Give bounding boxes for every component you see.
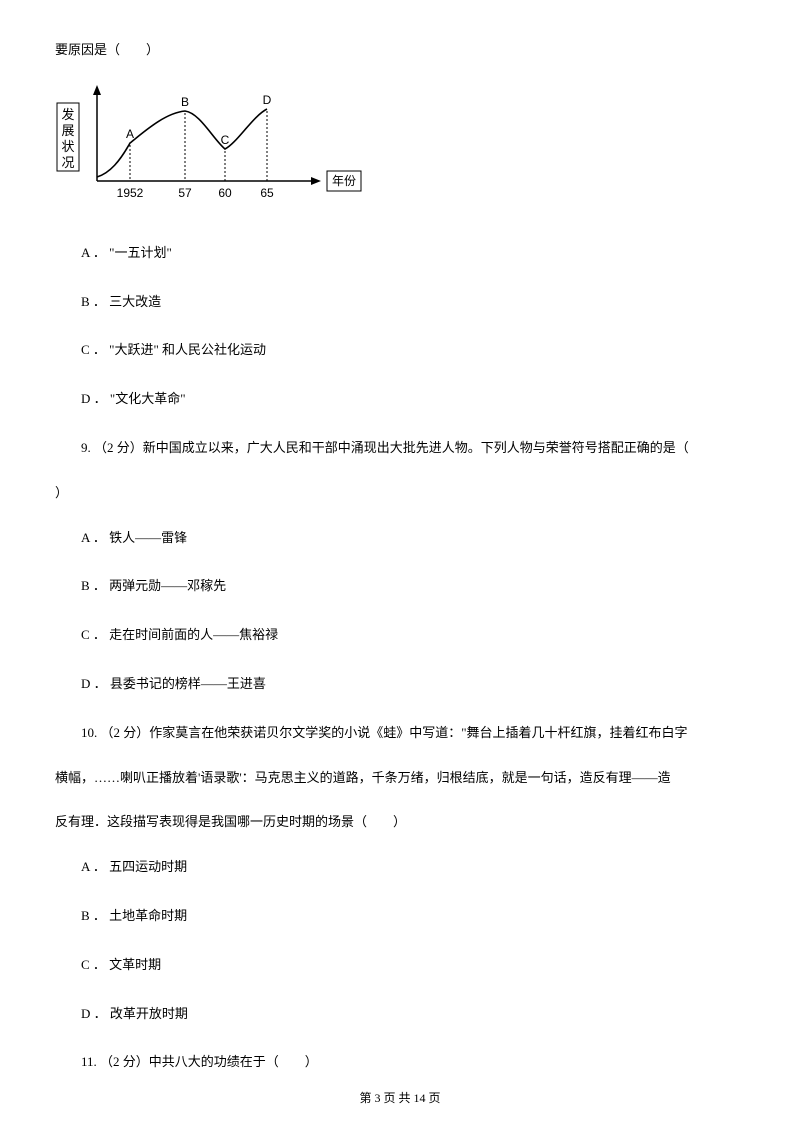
svg-text:状: 状 <box>61 139 74 154</box>
q11-stem: 11. （2 分）中共八大的功绩在于（ ） <box>55 1052 745 1073</box>
chart-container: 发展状况 A B C D 1952 57 60 65 年份 <box>55 81 745 221</box>
line-chart: 发展状况 A B C D 1952 57 60 65 年份 <box>55 81 365 221</box>
q9-option-b: B ． 两弹元勋——邓稼先 <box>55 576 745 597</box>
q10-option-b: B ． 土地革命时期 <box>55 906 745 927</box>
q9-option-c: C ． 走在时间前面的人——焦裕禄 <box>55 625 745 646</box>
q8-option-b: B ． 三大改造 <box>55 292 745 313</box>
svg-text:B: B <box>181 95 189 109</box>
q9-stem-line1: 9. （2 分）新中国成立以来，广大人民和干部中涌现出大批先进人物。下列人物与荣… <box>55 438 745 459</box>
svg-text:C: C <box>221 133 230 147</box>
svg-text:60: 60 <box>218 186 232 200</box>
svg-text:年份: 年份 <box>332 174 356 188</box>
q10-stem-line1: 10. （2 分）作家莫言在他荣获诺贝尔文学奖的小说《蛙》中写道："舞台上插着几… <box>55 723 745 744</box>
page-footer: 第 3 页 共 14 页 <box>0 1089 800 1108</box>
q9-option-a: A ． 铁人——雷锋 <box>55 528 745 549</box>
svg-text:57: 57 <box>178 186 192 200</box>
q9-option-d: D ． 县委书记的榜样——王进喜 <box>55 674 745 695</box>
q10-option-a: A ． 五四运动时期 <box>55 857 745 878</box>
q10-stem-line3: 反有理．这段描写表现得是我国哪一历史时期的场景（ ） <box>55 812 745 833</box>
q10-stem-line2: 横幅，……喇叭正播放着'语录歌'：马克思主义的道路，千条万绪，归根结底，就是一句… <box>55 768 745 789</box>
svg-text:A: A <box>126 127 134 141</box>
q8-option-c: C ． "大跃进" 和人民公社化运动 <box>55 340 745 361</box>
q10-option-c: C ． 文革时期 <box>55 955 745 976</box>
svg-text:65: 65 <box>260 186 274 200</box>
svg-text:展: 展 <box>61 123 74 138</box>
svg-text:D: D <box>263 93 272 107</box>
top-fragment: 要原因是（ ） <box>55 40 745 61</box>
svg-text:况: 况 <box>61 155 74 170</box>
svg-text:1952: 1952 <box>117 186 144 200</box>
q10-option-d: D ． 改革开放时期 <box>55 1004 745 1025</box>
svg-text:发: 发 <box>61 107 74 122</box>
q8-option-d: D ． "文化大革命" <box>55 389 745 410</box>
q9-stem-line2: ） <box>55 483 745 504</box>
q8-option-a: A ． "一五计划" <box>55 243 745 264</box>
